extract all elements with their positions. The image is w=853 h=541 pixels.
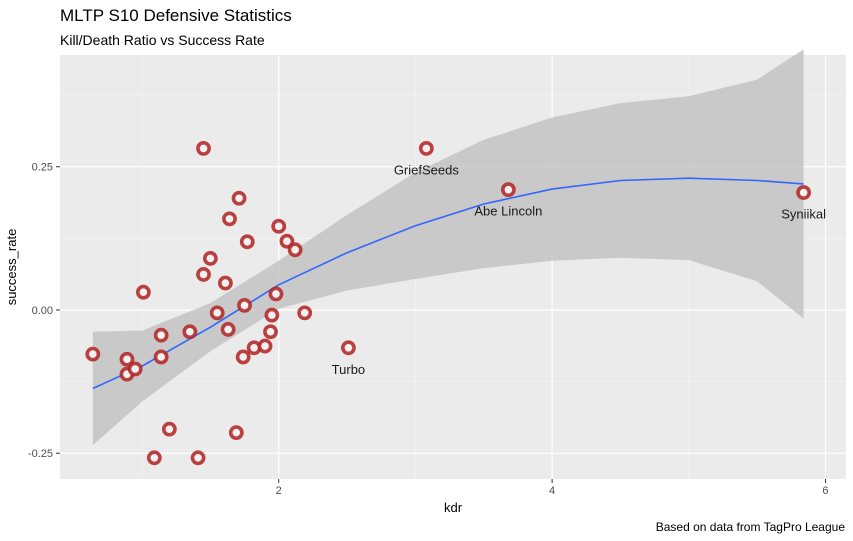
data-point: [237, 297, 252, 313]
data-point: [297, 305, 313, 321]
data-point: [271, 218, 287, 234]
trend-line-layer: [92, 177, 804, 390]
data-point: [182, 324, 198, 340]
data-point: [239, 234, 255, 250]
y-axis-title: success_rate: [4, 229, 19, 306]
data-point: [202, 251, 218, 266]
data-point: [209, 305, 225, 321]
x-tick-label: 4: [549, 485, 555, 497]
trend-line: [92, 177, 804, 390]
data-point: [257, 338, 273, 354]
x-axis-title: kdr: [444, 500, 463, 515]
data-point: [196, 267, 211, 282]
y-tick-label: -0.25: [28, 448, 53, 460]
y-tick-label: 0.25: [32, 162, 53, 174]
x-tick-label: 2: [276, 485, 282, 497]
point-label: Syniikal: [781, 207, 826, 222]
data-point: [263, 324, 278, 340]
data-point: [268, 286, 284, 302]
data-point: [127, 361, 143, 377]
data-point: [119, 351, 135, 367]
data-point: [279, 233, 295, 249]
point-label: Abe Lincoln: [474, 204, 542, 219]
confidence-band-layer: [92, 49, 804, 446]
data-point: [287, 242, 303, 258]
data-point: [796, 185, 812, 200]
data-point: [218, 275, 233, 291]
chart-caption: Based on data from TagPro League: [655, 520, 845, 534]
y-tick-label: 0.00: [32, 305, 53, 317]
data-point: [222, 211, 237, 227]
data-point: [190, 450, 206, 466]
data-point: [264, 307, 280, 323]
data-point: [500, 182, 516, 198]
data-point: [153, 327, 169, 343]
data-point: [85, 346, 101, 362]
data-point: [418, 140, 434, 156]
data-point: [196, 140, 211, 156]
data-point: [161, 421, 177, 437]
data-point: [146, 450, 162, 466]
chart-title: MLTP S10 Defensive Statistics: [60, 6, 292, 25]
data-points-layer: [85, 140, 812, 466]
chart-subtitle: Kill/Death Ratio vs Success Rate: [60, 32, 265, 48]
point-labels-layer: Turbo GriefSeeds Abe Lincoln Syniikal: [332, 162, 826, 376]
data-point: [231, 190, 247, 206]
data-point: [135, 284, 151, 300]
data-point: [153, 349, 169, 365]
axes-layer: 2 4 6 -0.25 0.00 0.25: [28, 162, 829, 497]
data-point: [235, 349, 251, 365]
confidence-band: [92, 49, 804, 446]
x-tick-label: 6: [822, 485, 828, 497]
point-label: GriefSeeds: [394, 162, 460, 177]
point-label: Turbo: [332, 362, 365, 377]
data-point: [228, 425, 244, 440]
data-point: [341, 340, 356, 356]
data-point: [220, 322, 236, 337]
